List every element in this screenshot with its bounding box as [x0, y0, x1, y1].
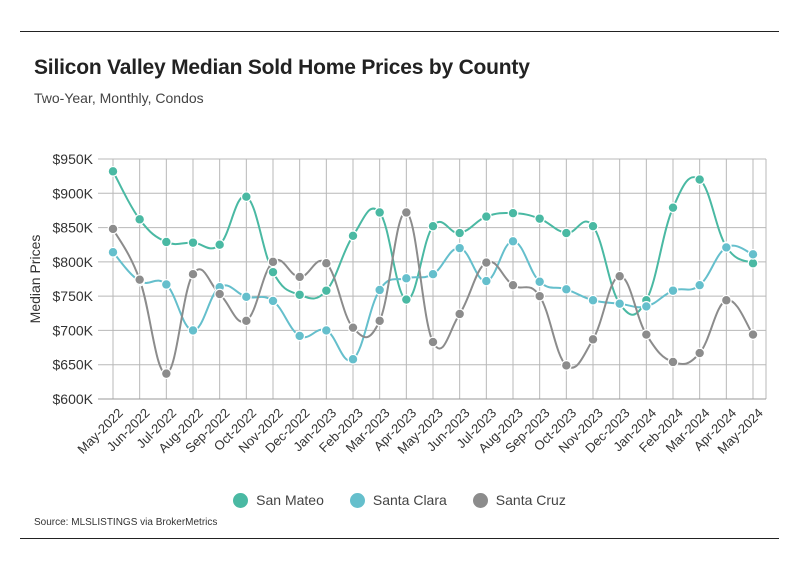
data-point-santa-cruz [294, 271, 306, 283]
data-point-santa-cruz [214, 288, 226, 300]
y-tick-label: $850K [53, 220, 94, 236]
data-point-santa-clara [427, 268, 439, 280]
data-point-santa-clara [374, 284, 386, 296]
data-point-san-mateo [267, 266, 279, 278]
data-point-santa-clara [187, 325, 199, 336]
data-point-santa-cruz [747, 329, 759, 340]
chart-subtitle: Two-Year, Monthly, Condos [34, 90, 204, 106]
legend: San Mateo Santa Clara Santa Cruz [0, 492, 799, 508]
top-rule [20, 31, 779, 32]
data-point-san-mateo [187, 237, 199, 249]
data-point-san-mateo [480, 211, 492, 223]
data-point-san-mateo [454, 227, 466, 239]
data-point-san-mateo [507, 207, 519, 219]
data-point-santa-cruz [427, 336, 439, 348]
y-tick-label: $700K [53, 322, 94, 338]
y-tick-label: $950K [53, 151, 94, 167]
data-point-san-mateo [214, 239, 226, 251]
data-point-santa-cruz [507, 279, 519, 291]
bottom-rule [20, 538, 779, 539]
data-point-santa-cruz [134, 274, 146, 286]
data-point-san-mateo [747, 257, 759, 269]
data-point-santa-cruz [400, 207, 412, 218]
grid [98, 158, 767, 400]
data-point-san-mateo [560, 227, 572, 239]
y-tick-label: $800K [53, 254, 94, 270]
data-point-santa-clara [534, 276, 546, 288]
data-point-san-mateo [294, 289, 306, 301]
y-tick-label: $750K [53, 288, 94, 304]
data-point-santa-clara [294, 330, 306, 342]
legend-label-san-mateo: San Mateo [256, 492, 324, 508]
legend-label-santa-clara: Santa Clara [372, 492, 447, 508]
data-point-san-mateo [320, 285, 332, 297]
data-point-santa-clara [107, 246, 119, 258]
data-point-san-mateo [107, 165, 119, 177]
data-point-santa-cruz [187, 268, 199, 280]
data-point-san-mateo [240, 191, 252, 203]
data-point-santa-cruz [720, 294, 732, 306]
legend-item-santa-clara: Santa Clara [349, 492, 447, 508]
data-point-san-mateo [587, 220, 599, 232]
data-point-san-mateo [400, 294, 412, 305]
data-point-santa-cruz [160, 368, 172, 380]
data-point-san-mateo [667, 202, 679, 214]
legend-item-san-mateo: San Mateo [233, 492, 324, 508]
data-point-santa-clara [587, 294, 599, 306]
legend-marker-santa-clara [349, 492, 365, 508]
data-point-san-mateo [134, 213, 146, 225]
data-point-santa-clara [160, 279, 172, 290]
data-point-santa-clara [400, 272, 412, 284]
data-point-santa-clara [640, 301, 652, 312]
series-line-santa-cruz [112, 211, 754, 375]
data-point-santa-cruz [694, 347, 706, 359]
data-point-santa-clara [507, 235, 519, 247]
data-point-santa-cruz [614, 270, 626, 282]
data-point-san-mateo [534, 213, 546, 225]
data-point-santa-clara [240, 291, 252, 303]
data-point-san-mateo [374, 207, 386, 218]
data-point-santa-cruz [374, 315, 386, 327]
data-point-santa-clara [667, 285, 679, 297]
data-point-santa-clara [614, 298, 626, 310]
data-point-santa-cruz [320, 257, 332, 269]
data-point-san-mateo [160, 236, 172, 248]
data-point-santa-cruz [480, 257, 492, 268]
axes: $600K $650K $700K $750K $800K $850K $900K $950K… [27, 151, 766, 457]
data-point-santa-clara [720, 242, 732, 253]
data-point-santa-cruz [587, 333, 599, 345]
data-point-santa-cruz [240, 315, 252, 327]
y-tick-label: $600K [53, 391, 94, 407]
legend-label-santa-cruz: Santa Cruz [495, 492, 566, 508]
y-tick-label: $650K [53, 357, 94, 373]
data-point-santa-cruz [267, 256, 279, 268]
data-point-san-mateo [427, 220, 439, 232]
data-point-santa-clara [480, 275, 492, 287]
legend-item-santa-cruz: Santa Cruz [472, 492, 566, 508]
data-point-santa-cruz [534, 290, 546, 302]
data-point-santa-clara [694, 279, 706, 291]
y-tick-label: $900K [53, 185, 94, 201]
data-point-san-mateo [347, 230, 359, 242]
data-point-santa-clara [267, 295, 279, 307]
y-axis-label: Median Prices [27, 235, 43, 324]
data-point-santa-cruz [640, 329, 652, 340]
data-point-santa-clara [320, 325, 332, 336]
data-point-santa-cruz [454, 308, 466, 320]
data-point-santa-cruz [347, 322, 359, 334]
data-point-santa-clara [347, 353, 359, 365]
data-point-santa-cruz [560, 360, 572, 371]
series-points [107, 165, 759, 380]
legend-marker-santa-cruz [472, 492, 488, 508]
data-point-santa-clara [560, 283, 572, 295]
data-point-santa-clara [747, 248, 759, 260]
source-note: Source: MLSLISTINGS via BrokerMetrics [34, 517, 218, 528]
chart-title: Silicon Valley Median Sold Home Prices b… [34, 56, 530, 79]
data-point-santa-cruz [667, 356, 679, 368]
data-point-santa-cruz [107, 223, 119, 235]
data-point-san-mateo [694, 174, 706, 185]
data-point-santa-clara [454, 242, 466, 254]
legend-marker-san-mateo [233, 492, 249, 508]
